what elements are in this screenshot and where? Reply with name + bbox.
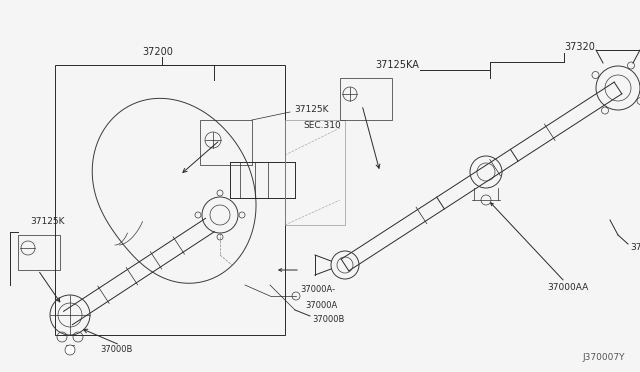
- Bar: [55, 65, 285, 335]
- Text: 37125K: 37125K: [294, 106, 328, 115]
- Circle shape: [65, 345, 75, 355]
- Text: 37125KA: 37125KA: [375, 60, 419, 70]
- Text: 37200: 37200: [142, 47, 173, 57]
- Text: 37000AA: 37000AA: [547, 283, 588, 292]
- Text: 37000B: 37000B: [312, 315, 344, 324]
- Text: 37000BA: 37000BA: [630, 244, 640, 253]
- Text: 37320: 37320: [564, 42, 595, 52]
- Text: J370007Y: J370007Y: [582, 353, 625, 362]
- Text: 37000A-: 37000A-: [300, 285, 335, 295]
- Bar: [18, 235, 60, 270]
- Bar: [340, 78, 392, 120]
- Bar: [200, 120, 252, 165]
- Text: 37000A: 37000A: [305, 301, 337, 310]
- Bar: [285, 120, 345, 225]
- Text: 37000B: 37000B: [100, 346, 132, 355]
- Text: 37125K: 37125K: [30, 218, 65, 227]
- Text: SEC.310: SEC.310: [303, 121, 340, 129]
